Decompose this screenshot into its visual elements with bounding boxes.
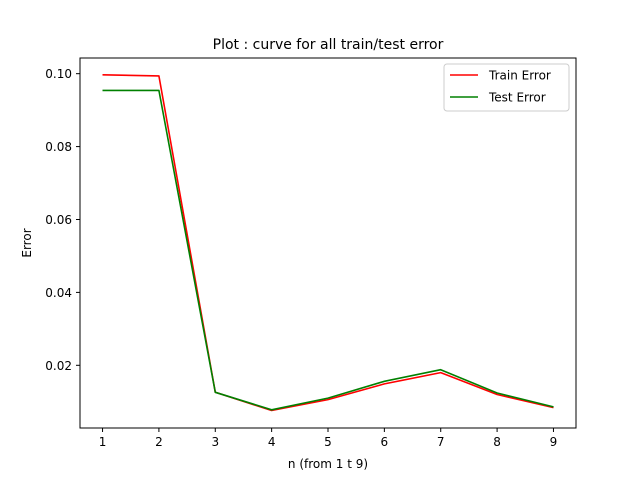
x-tick-label: 7 (437, 435, 445, 449)
series-line-train-error (102, 74, 554, 412)
legend: Train Error Test Error (443, 63, 570, 112)
axes-frame (79, 57, 577, 429)
x-tick-label: 6 (381, 435, 389, 449)
x-tick-label: 8 (493, 435, 501, 449)
x-tick-label: 1 (99, 435, 107, 449)
y-tick-label: 0.04 (45, 286, 72, 300)
chart-title: Plot : curve for all train/test error (213, 37, 444, 53)
x-tick-label: 4 (268, 435, 276, 449)
y-tick-label: 0.02 (45, 359, 72, 373)
plot-area: 1 2 3 4 5 6 7 8 9 0.02 0.04 0.06 0.08 0.10 (45, 57, 577, 449)
y-axis-ticks: 0.02 0.04 0.06 0.08 0.10 (45, 67, 80, 373)
x-tick-label: 2 (155, 435, 163, 449)
y-axis-label: Error (20, 228, 34, 257)
x-tick-label: 5 (324, 435, 332, 449)
x-tick-label: 9 (550, 435, 558, 449)
legend-test-label: Test Error (488, 91, 546, 105)
series-lines (102, 74, 554, 412)
y-tick-label: 0.06 (45, 213, 72, 227)
y-tick-label: 0.10 (45, 67, 72, 81)
series-line-test-error (102, 89, 554, 411)
x-tick-label: 3 (211, 435, 219, 449)
x-axis-label: n (from 1 t 9) (288, 457, 368, 471)
legend-train-label: Train Error (488, 69, 551, 83)
x-axis-ticks: 1 2 3 4 5 6 7 8 9 (99, 428, 558, 449)
y-tick-label: 0.08 (45, 140, 72, 154)
